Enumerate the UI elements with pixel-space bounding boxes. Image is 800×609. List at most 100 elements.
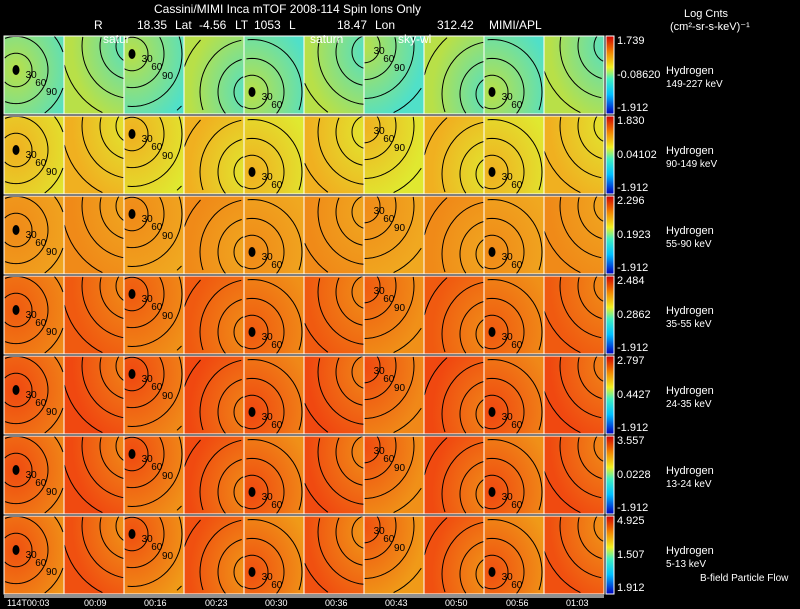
field-direction-dot <box>12 465 20 475</box>
lon-value: 312.42 <box>437 18 474 32</box>
contour-line <box>363 276 381 304</box>
l-value: 18.47 <box>337 18 368 32</box>
colorbar-max: 1.739 <box>617 35 645 47</box>
contour-line <box>486 137 525 194</box>
heatmap-cell <box>64 36 124 114</box>
contour-label: 30 <box>262 172 274 183</box>
contour-line <box>304 482 329 513</box>
contour-label: 30 <box>142 54 154 65</box>
contour-label: 90 <box>46 167 58 178</box>
contour-line <box>123 36 149 72</box>
heatmap-cell <box>64 276 124 354</box>
contour-line <box>44 276 64 354</box>
contour-label: 30 <box>502 92 514 103</box>
field-direction-dot <box>128 209 136 219</box>
contour-line <box>233 156 244 188</box>
contour-line <box>475 79 485 109</box>
contour-line <box>351 195 365 229</box>
contour-line <box>351 275 365 309</box>
contour-line <box>4 452 33 488</box>
contour-line <box>233 476 244 508</box>
field-direction-dot <box>128 529 136 539</box>
figure-title: Cassini/MIMI Inca mTOF 2008-114 Spin Ion… <box>154 2 421 16</box>
lt-value: 1053 <box>254 18 281 32</box>
contour-label: 90 <box>46 407 58 418</box>
contour-line <box>123 356 149 392</box>
contour-line <box>304 322 329 353</box>
contour-line <box>487 358 543 431</box>
contour-line <box>127 35 183 108</box>
contour-line <box>317 438 364 505</box>
contour-line <box>577 277 602 319</box>
heatmap-cell <box>544 36 604 114</box>
x-tick-label: 00:43 <box>385 598 408 608</box>
contour-line <box>317 278 364 345</box>
field-direction-dot <box>488 87 496 97</box>
contour-line <box>423 37 448 76</box>
contour-line <box>247 358 303 431</box>
contour-line <box>233 76 244 108</box>
contour-line <box>441 361 484 433</box>
contour-line <box>363 436 415 499</box>
contour-line <box>475 559 485 589</box>
contour-line <box>459 301 484 354</box>
contour-line <box>246 57 285 114</box>
contour-line <box>4 212 33 248</box>
contour-line <box>44 116 64 194</box>
heatmap-cell <box>304 436 364 514</box>
contour-label: 30 <box>262 492 274 503</box>
contour-label: 30 <box>502 572 514 583</box>
contour-line <box>4 532 33 568</box>
field-direction-dot <box>12 385 20 395</box>
contour-line <box>304 402 329 433</box>
contour-label: 60 <box>151 462 163 473</box>
contour-line <box>363 437 397 481</box>
contour-line <box>317 518 364 585</box>
field-direction-dot <box>128 129 136 139</box>
x-tick-label: 00:56 <box>506 598 529 608</box>
contour-line <box>475 319 485 349</box>
contour-line <box>363 36 415 99</box>
colorbar <box>605 115 615 195</box>
heatmap-cell <box>544 356 604 434</box>
heatmap-cell <box>184 436 244 514</box>
contour-label: 30 <box>374 46 386 57</box>
contour-line <box>351 435 365 469</box>
contour-line <box>335 277 363 326</box>
contour-line <box>363 276 415 339</box>
contour-line <box>217 139 242 194</box>
contour-label: 60 <box>35 558 47 569</box>
heatmap-cell <box>184 516 244 594</box>
contour-label: 60 <box>271 180 283 191</box>
contour-line <box>115 276 125 301</box>
contour-line <box>577 357 602 399</box>
contour-label: 60 <box>511 260 523 271</box>
contour-label: 30 <box>142 214 154 225</box>
heatmap-cell <box>4 276 64 354</box>
contour-line <box>115 36 125 61</box>
contour-label: 30 <box>26 550 38 561</box>
species-label: Hydrogen <box>666 465 714 477</box>
x-tick-label: 01:03 <box>566 598 589 608</box>
lt-label: LT <box>235 18 249 32</box>
contour-line <box>176 105 182 111</box>
contour-line <box>199 439 242 511</box>
contour-line <box>81 36 124 99</box>
x-tick-label: 00:50 <box>445 598 468 608</box>
contour-line <box>123 276 149 312</box>
credit-label: MIMI/APL <box>489 18 542 32</box>
contour-line <box>246 457 285 514</box>
field-direction-dot <box>248 567 256 577</box>
contour-line <box>243 314 269 350</box>
contour-line <box>486 57 525 114</box>
contour-line <box>246 537 285 594</box>
contour-label: 30 <box>262 412 274 423</box>
contour-line <box>577 37 602 79</box>
contour-label: 30 <box>374 286 386 297</box>
contour-line <box>304 82 329 113</box>
contour-label: 60 <box>383 374 395 385</box>
contour-line <box>483 394 509 430</box>
